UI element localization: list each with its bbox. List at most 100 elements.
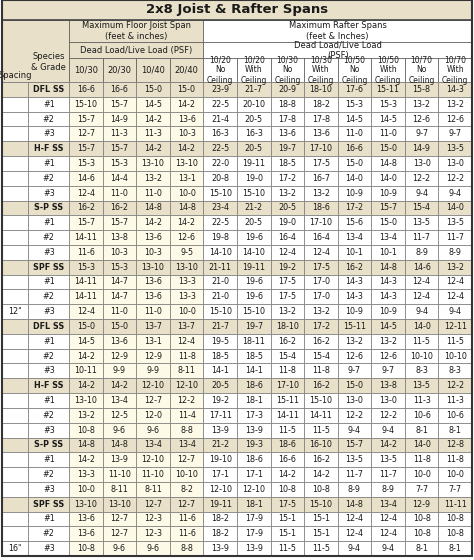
Text: 12-4: 12-4 (379, 515, 397, 524)
Text: 15-10: 15-10 (310, 396, 332, 405)
Bar (304, 215, 337, 230)
Text: 8-11: 8-11 (110, 485, 128, 494)
Bar (28, 156, 69, 171)
Text: 15-10: 15-10 (74, 100, 98, 109)
Text: 18-10: 18-10 (276, 322, 299, 331)
Bar (237, 215, 271, 230)
Text: #3: #3 (43, 189, 55, 198)
Bar (438, 156, 472, 171)
Text: 18-6: 18-6 (245, 455, 263, 464)
Bar (69, 82, 103, 97)
Bar (337, 378, 371, 393)
Text: 12-2: 12-2 (178, 396, 196, 405)
Text: 15-4: 15-4 (278, 352, 296, 361)
Bar (405, 111, 438, 127)
Bar (137, 437, 170, 452)
Text: 16-10: 16-10 (310, 440, 332, 450)
Bar (271, 497, 304, 512)
Text: 13-2: 13-2 (312, 307, 330, 316)
Text: 14-2: 14-2 (144, 115, 162, 124)
Text: 12-3: 12-3 (144, 529, 162, 538)
Bar (304, 156, 337, 171)
Text: 10/30: 10/30 (74, 66, 98, 74)
Bar (405, 304, 438, 319)
Bar (69, 437, 103, 452)
Text: 15-10: 15-10 (209, 189, 232, 198)
Bar (28, 437, 69, 452)
Bar (69, 141, 103, 156)
Text: 15-0: 15-0 (346, 381, 364, 390)
Bar (103, 467, 137, 482)
Text: 11-3: 11-3 (110, 129, 128, 138)
Text: 17-0: 17-0 (312, 292, 330, 301)
Bar (203, 111, 237, 127)
Bar (237, 497, 271, 512)
Text: 9-5: 9-5 (180, 248, 193, 257)
Text: 9-4: 9-4 (382, 426, 394, 435)
Bar (2, 349, 28, 363)
Bar (371, 156, 405, 171)
Bar (371, 82, 405, 97)
Text: 9-4: 9-4 (348, 544, 361, 553)
Bar (337, 127, 371, 141)
Text: 12-4: 12-4 (413, 277, 431, 287)
Text: 14-9: 14-9 (110, 115, 128, 124)
Bar (203, 497, 237, 512)
Text: 13-2: 13-2 (379, 337, 397, 346)
Text: 19-6: 19-6 (245, 277, 263, 287)
Text: Spacing: Spacing (0, 71, 32, 80)
Bar (28, 334, 69, 349)
Text: 20-5: 20-5 (245, 144, 263, 153)
Text: 10-0: 10-0 (77, 485, 95, 494)
Bar (304, 541, 337, 556)
Bar (103, 482, 137, 497)
Text: 10-8: 10-8 (77, 544, 95, 553)
Bar (337, 171, 371, 186)
Text: 2x8 Joist & Rafter Spans: 2x8 Joist & Rafter Spans (146, 3, 328, 16)
Bar (69, 186, 103, 200)
Text: #1: #1 (43, 515, 55, 524)
Bar (405, 200, 438, 215)
Bar (371, 334, 405, 349)
Bar (69, 20, 203, 42)
Bar (69, 260, 103, 274)
Bar (271, 408, 304, 423)
Bar (203, 423, 237, 437)
Bar (137, 497, 170, 512)
Text: 10/50
With
Ceiling: 10/50 With Ceiling (375, 55, 401, 85)
Text: 15-0: 15-0 (77, 322, 95, 331)
Text: 10-0: 10-0 (178, 189, 196, 198)
Bar (271, 186, 304, 200)
Bar (271, 363, 304, 378)
Bar (137, 452, 170, 467)
Text: 14-11: 14-11 (276, 411, 299, 420)
Bar (2, 0, 472, 20)
Bar (405, 363, 438, 378)
Text: #3: #3 (43, 307, 55, 316)
Text: 10-10: 10-10 (410, 352, 433, 361)
Bar (103, 334, 137, 349)
Text: 15-0: 15-0 (178, 85, 196, 94)
Text: 9-9: 9-9 (113, 366, 126, 375)
Bar (237, 512, 271, 526)
Bar (170, 437, 203, 452)
Text: 13-4: 13-4 (178, 440, 196, 450)
Bar (237, 290, 271, 304)
Text: 13-2: 13-2 (77, 411, 95, 420)
Bar (2, 393, 28, 408)
Text: 14-5: 14-5 (379, 115, 397, 124)
Bar (2, 319, 28, 334)
Bar (371, 171, 405, 186)
Bar (2, 363, 28, 378)
Bar (137, 526, 170, 541)
Text: 11-4: 11-4 (178, 411, 196, 420)
Bar (271, 230, 304, 245)
Bar (2, 111, 28, 127)
Bar (2, 82, 28, 97)
Text: #2: #2 (43, 115, 55, 124)
Bar (304, 97, 337, 111)
Bar (405, 274, 438, 290)
Text: 11-8: 11-8 (278, 366, 296, 375)
Text: 15-1: 15-1 (312, 529, 330, 538)
Text: DFL SS: DFL SS (33, 322, 64, 331)
